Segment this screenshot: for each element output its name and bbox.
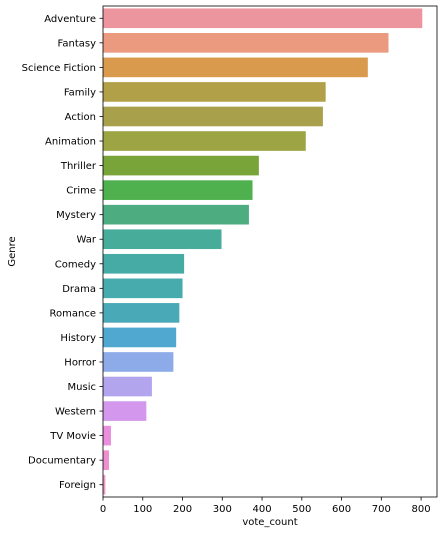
x-tick-label: 500	[292, 504, 311, 515]
y-tick-labels: Adventure Fantasy Science Fiction Family Act…	[22, 14, 103, 491]
bar-romance	[103, 303, 180, 323]
x-tick-label: 300	[213, 504, 232, 515]
y-tick-label: Horror	[64, 357, 97, 368]
y-tick-label: Science Fiction	[22, 63, 96, 74]
bar-family	[103, 82, 326, 102]
y-tick-label: Foreign	[59, 480, 96, 491]
x-tick-label: 800	[412, 504, 431, 515]
y-axis-label: Genre	[7, 236, 18, 266]
y-tick-label: History	[60, 333, 96, 344]
plot-frame	[102, 5, 438, 498]
y-tick-label: Crime	[66, 186, 96, 197]
y-tick-label: Fantasy	[58, 38, 97, 49]
x-tick-label: 100	[133, 504, 152, 515]
bar-animation	[103, 131, 306, 151]
bar-action	[103, 106, 323, 127]
bar-fantasy	[103, 33, 389, 53]
bar-war	[103, 229, 222, 250]
x-tick-label: 600	[332, 504, 351, 515]
bar-music	[103, 376, 152, 397]
y-tick-label: Comedy	[55, 259, 96, 270]
y-tick-label: Romance	[50, 308, 96, 319]
y-tick-label: Family	[64, 87, 96, 98]
y-tick-label: TV Movie	[49, 431, 96, 442]
bars-group	[103, 8, 423, 495]
x-tick-label: 200	[173, 504, 192, 515]
bar-science-fiction	[103, 57, 368, 78]
bar-western	[103, 401, 147, 421]
y-tick-label: Action	[65, 112, 96, 123]
bar-mystery	[103, 204, 249, 225]
y-tick-label: Thriller	[60, 161, 97, 172]
x-tick-label: 700	[372, 504, 391, 515]
bar-foreign	[103, 474, 106, 495]
bar-crime	[103, 180, 253, 200]
x-axis-label: vote_count	[242, 517, 297, 528]
x-tick-label: 0	[100, 504, 106, 515]
bar-adventure	[103, 8, 423, 29]
bar-horror	[103, 352, 174, 372]
bar-drama	[103, 278, 183, 299]
bar-thriller	[103, 155, 259, 176]
y-tick-label: Animation	[45, 137, 96, 148]
bar-comedy	[103, 253, 185, 274]
x-tick-label: 400	[253, 504, 272, 515]
bar-tv-movie	[103, 425, 111, 446]
y-tick-label: Drama	[62, 284, 96, 295]
y-tick-label: War	[77, 235, 97, 246]
y-tick-label: Documentary	[28, 456, 96, 467]
y-tick-label: Western	[55, 407, 96, 418]
y-tick-label: Adventure	[44, 14, 96, 25]
bar-documentary	[103, 450, 109, 470]
bar-history	[103, 327, 177, 348]
x-tick-labels: 0 100 200 300 400 500 600 700 800	[100, 497, 431, 515]
y-tick-label: Music	[68, 382, 96, 393]
y-tick-label: Mystery	[56, 210, 96, 221]
